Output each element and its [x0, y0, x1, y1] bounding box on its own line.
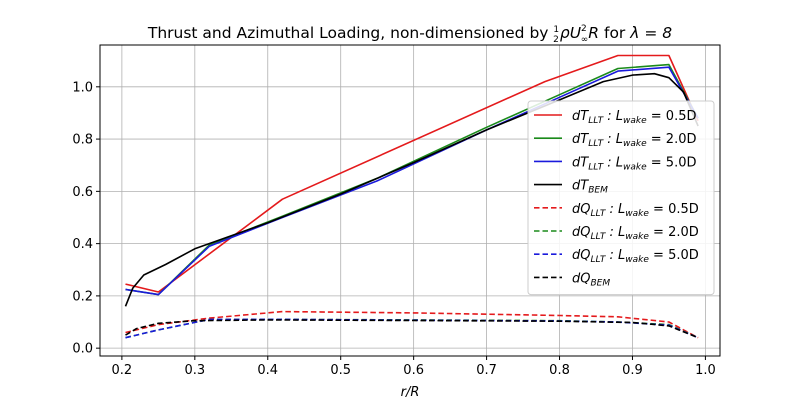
x-tick-label: 1.0 — [695, 363, 716, 378]
y-tick-label: 0.0 — [72, 342, 93, 357]
x-tick-label: 0.7 — [476, 363, 497, 378]
legend-entry: dTBEM — [572, 179, 608, 196]
legend: dTLLT : Lwake = 0.5D dTLLT : Lwake = 2.0D… — [527, 100, 715, 296]
title-formula: ρU — [560, 24, 582, 42]
x-tick-label: 0.5 — [330, 363, 351, 378]
plot-area — [99, 44, 721, 357]
legend-entry: dQLLT : Lwake = 0.5D — [572, 202, 699, 219]
series-dT_bem — [124, 72, 699, 307]
title-formula-sup: 2 — [581, 24, 587, 34]
x-tick-label: 0.2 — [112, 363, 133, 378]
x-axis: 0.2 0.3 0.4 0.5 0.6 0.7 0.8 0.9 1.0 — [112, 356, 716, 378]
title-frac-num: 1 — [553, 25, 559, 35]
x-tick-label: 0.9 — [622, 363, 643, 378]
series-dT_llt_50 — [125, 66, 699, 296]
legend-entry: dTLLT : Lwake = 2.0D — [572, 132, 696, 149]
title-formula-suffix: R — [588, 24, 599, 42]
x-tick-label: 0.4 — [257, 363, 278, 378]
legend-entry: dQLLT : Lwake = 2.0D — [572, 225, 699, 242]
y-tick-label: 0.4 — [72, 237, 93, 252]
x-tick-label: 0.8 — [549, 363, 570, 378]
chart-title: Thrust and Azimuthal Loading, non-dimens… — [147, 24, 672, 45]
title-formula-sub: ∞ — [581, 35, 589, 45]
y-axis: 0.0 0.2 0.4 0.6 0.8 1.0 — [72, 80, 100, 357]
legend-entry: dTLLT : Lwake = 5.0D — [572, 155, 696, 172]
legend-entry: dTLLT : Lwake = 0.5D — [572, 109, 696, 126]
legend-entry: dQBEM — [572, 271, 610, 288]
x-tick-label: 0.6 — [403, 363, 424, 378]
series-layer — [124, 54, 699, 339]
title-for: for — [599, 24, 630, 42]
legend-box — [527, 100, 715, 296]
series-dT_llt_05 — [125, 54, 699, 293]
series-dQ_bem — [125, 319, 699, 339]
legend-entry: dQLLT : Lwake = 5.0D — [572, 248, 699, 265]
title-frac-den: 2 — [553, 35, 559, 45]
series-dQ_llt_05 — [125, 310, 699, 339]
x-tick-label: 0.3 — [184, 363, 205, 378]
title-lambda: λ = 8 — [629, 24, 672, 42]
title-text: Thrust and Azimuthal Loading, non-dimens… — [147, 24, 554, 42]
y-tick-label: 0.2 — [72, 289, 93, 304]
y-tick-label: 1.0 — [72, 80, 93, 95]
y-tick-label: 0.6 — [72, 185, 93, 200]
x-axis-label: r/R — [401, 385, 420, 400]
y-tick-label: 0.8 — [72, 133, 93, 148]
